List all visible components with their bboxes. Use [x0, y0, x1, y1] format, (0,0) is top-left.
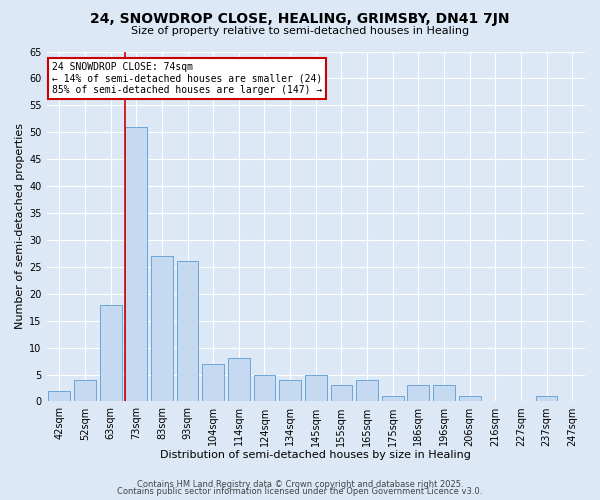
Bar: [305, 374, 326, 402]
Bar: [254, 374, 275, 402]
Bar: [202, 364, 224, 402]
Bar: [176, 262, 199, 402]
Bar: [407, 386, 429, 402]
Text: Contains HM Land Registry data © Crown copyright and database right 2025.: Contains HM Land Registry data © Crown c…: [137, 480, 463, 489]
Text: 24, SNOWDROP CLOSE, HEALING, GRIMSBY, DN41 7JN: 24, SNOWDROP CLOSE, HEALING, GRIMSBY, DN…: [90, 12, 510, 26]
Y-axis label: Number of semi-detached properties: Number of semi-detached properties: [15, 124, 25, 330]
Bar: [228, 358, 250, 402]
Bar: [279, 380, 301, 402]
Bar: [356, 380, 378, 402]
Bar: [151, 256, 173, 402]
X-axis label: Distribution of semi-detached houses by size in Healing: Distribution of semi-detached houses by …: [160, 450, 471, 460]
Text: 24 SNOWDROP CLOSE: 74sqm
← 14% of semi-detached houses are smaller (24)
85% of s: 24 SNOWDROP CLOSE: 74sqm ← 14% of semi-d…: [52, 62, 322, 95]
Bar: [331, 386, 352, 402]
Text: Contains public sector information licensed under the Open Government Licence v3: Contains public sector information licen…: [118, 487, 482, 496]
Bar: [100, 304, 122, 402]
Bar: [433, 386, 455, 402]
Bar: [459, 396, 481, 402]
Bar: [74, 380, 96, 402]
Bar: [536, 396, 557, 402]
Bar: [382, 396, 404, 402]
Bar: [49, 390, 70, 402]
Text: Size of property relative to semi-detached houses in Healing: Size of property relative to semi-detach…: [131, 26, 469, 36]
Bar: [125, 127, 147, 402]
